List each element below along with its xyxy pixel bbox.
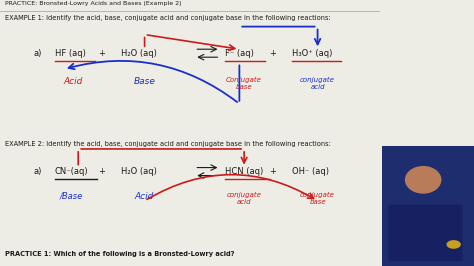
Text: +: + [99,167,105,176]
Text: +: + [269,49,276,58]
Text: Base: Base [134,77,155,86]
FancyBboxPatch shape [382,146,474,266]
Text: a): a) [33,167,42,176]
Text: Acid: Acid [135,192,154,201]
Text: +: + [99,49,105,58]
Text: /Base: /Base [59,192,82,201]
Text: conjugate
base: conjugate base [300,192,335,205]
Ellipse shape [406,167,441,193]
Text: H₂O (aq): H₂O (aq) [121,167,157,176]
Text: EXAMPLE 1: Identify the acid, base, conjugate acid and conjugate base in the fol: EXAMPLE 1: Identify the acid, base, conj… [5,15,330,21]
Text: H₂O (aq): H₂O (aq) [121,49,157,58]
Text: a): a) [33,49,42,58]
Text: conjugate
acid: conjugate acid [300,77,335,90]
Text: CN⁻(aq): CN⁻(aq) [55,167,88,176]
Text: EXAMPLE 2: Identify the acid, base, conjugate acid and conjugate base in the fol: EXAMPLE 2: Identify the acid, base, conj… [5,141,331,147]
Text: PRACTICE: Bronsted-Lowry Acids and Bases (Example 2): PRACTICE: Bronsted-Lowry Acids and Bases… [5,1,181,6]
Text: HCN (aq): HCN (aq) [225,167,264,176]
Text: F⁻ (aq): F⁻ (aq) [225,49,254,58]
Text: +: + [269,167,276,176]
FancyBboxPatch shape [388,205,463,261]
Text: H₃O⁺ (aq): H₃O⁺ (aq) [292,49,332,58]
Text: conjugate
acid: conjugate acid [227,192,262,205]
Text: Acid: Acid [64,77,83,86]
Text: HF (aq): HF (aq) [55,49,85,58]
Text: Conjugate
base: Conjugate base [226,77,262,90]
Text: OH⁻ (aq): OH⁻ (aq) [292,167,328,176]
Circle shape [447,241,460,248]
Text: PRACTICE 1: Which of the following is a Bronsted-Lowry acid?: PRACTICE 1: Which of the following is a … [5,251,234,257]
